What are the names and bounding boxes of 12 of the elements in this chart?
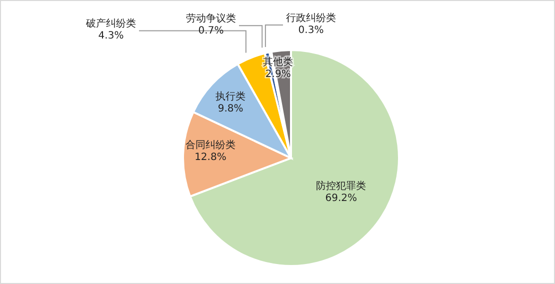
data-label: 0.3%	[298, 24, 324, 36]
data-label: 9.8%	[218, 104, 244, 115]
data-label: 0.7%	[198, 26, 224, 37]
slice-label: 执行类	[216, 90, 246, 103]
slice-label: 防控犯罪类	[316, 180, 366, 192]
data-label: 12.8%	[194, 152, 226, 164]
slice-label: 行政纠纷类	[286, 12, 336, 24]
data-label: 69.2%	[325, 192, 358, 204]
slice-label: 劳动争议类	[186, 12, 236, 25]
data-label: 4.3%	[98, 30, 124, 42]
slice-label: 破产纠纷类	[85, 18, 136, 30]
slice-label: 合同纠纷类	[185, 139, 236, 152]
